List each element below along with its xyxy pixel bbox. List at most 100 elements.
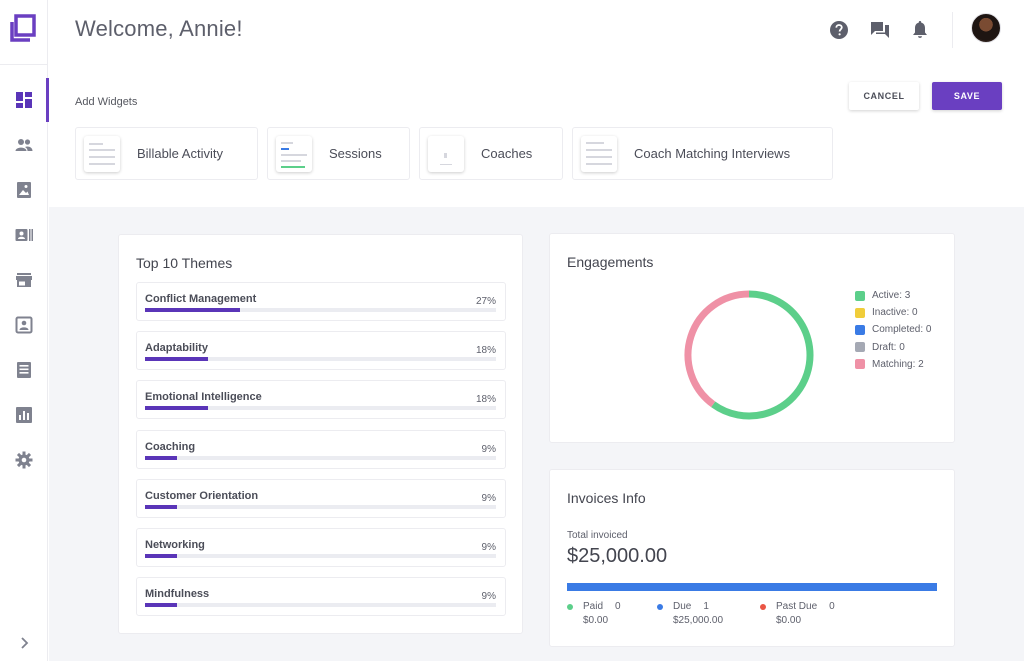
invoices-card: Invoices Info Total invoiced $25,000.00 … [549, 469, 955, 647]
bar-chart-icon [16, 407, 32, 423]
invoice-stat-paid: Paid 0 $0.00 [567, 601, 633, 626]
legend-swatch [855, 324, 865, 335]
stat-label: Due [673, 601, 692, 612]
legend-item: Inactive: 0 [855, 304, 931, 321]
legend-swatch [855, 359, 865, 370]
invoice-progress-fill [567, 583, 937, 591]
dashboard-icon [16, 92, 32, 108]
sidebar-item-store[interactable] [0, 263, 48, 297]
donut-segment [711, 290, 814, 420]
widget-coach-matching-interviews[interactable]: Coach Matching Interviews [572, 127, 833, 180]
theme-percent: 9% [481, 591, 496, 603]
sidebar-item-contacts[interactable] [0, 218, 48, 252]
status-dot [567, 604, 573, 610]
total-invoiced-value: $25,000.00 [567, 545, 668, 567]
legend-item: Matching: 2 [855, 356, 931, 373]
theme-progress-track [145, 406, 496, 411]
theme-progress-track [145, 504, 496, 509]
engagements-legend: Active: 3 Inactive: 0 Completed: 0 Draft: 0… [855, 287, 931, 373]
legend-item: Completed: 0 [855, 321, 931, 338]
theme-name: Conflict Management [145, 293, 257, 305]
donut-segment [684, 290, 750, 408]
user-avatar[interactable] [971, 13, 1001, 43]
widget-label: Coaches [481, 146, 533, 161]
theme-percent: 9% [481, 443, 496, 455]
theme-percent: 9% [481, 492, 496, 504]
widget-sessions[interactable]: Sessions [267, 127, 410, 180]
theme-name: Networking [145, 539, 205, 551]
theme-percent: 27% [475, 296, 496, 307]
stat-count: 0 [615, 601, 621, 612]
help-icon[interactable] [829, 20, 849, 40]
stat-label: Paid [583, 601, 604, 612]
invoice-progress-bar [567, 583, 937, 591]
widget-label: Sessions [329, 146, 382, 161]
theme-row: Adaptability 18% [136, 331, 506, 371]
legend-swatch [855, 342, 865, 353]
theme-percent: 18% [475, 394, 496, 406]
widget-label: Billable Activity [137, 146, 223, 161]
theme-row: Customer Orientation 9% [136, 478, 506, 518]
status-dot [657, 604, 663, 610]
widget-coaches[interactable]: Coaches [419, 127, 563, 180]
theme-percent: 18% [475, 345, 496, 357]
legend-label: Active: 3 [872, 290, 911, 302]
store-icon [16, 273, 32, 287]
widget-label: Coach Matching Interviews [634, 146, 791, 161]
sidebar-item-people[interactable] [0, 128, 48, 162]
account-box-icon [15, 316, 33, 334]
sidebar-expand-button[interactable] [0, 626, 48, 660]
bell-icon[interactable] [910, 20, 930, 40]
stat-amount: $0.00 [776, 615, 802, 626]
chat-icon[interactable] [870, 20, 890, 40]
theme-name: Mindfulness [145, 588, 210, 601]
sidebar-item-account[interactable] [0, 308, 48, 342]
widget-thumbnail [84, 135, 120, 172]
sidebar-item-media[interactable] [0, 173, 48, 207]
total-invoiced-label: Total invoiced [567, 530, 628, 541]
sidebar-divider [0, 64, 48, 65]
theme-row: Mindfulness 9% [136, 577, 506, 617]
theme-progress-track [145, 357, 496, 362]
sidebar-item-reports[interactable] [0, 398, 48, 432]
legend-item: Draft: 0 [855, 339, 931, 356]
chevron-right-icon [21, 637, 29, 649]
add-widgets-label: Add Widgets [75, 96, 138, 108]
card-title: Engagements [567, 254, 654, 270]
legend-label: Matching: 2 [872, 358, 924, 370]
theme-progress-fill [145, 357, 209, 362]
theme-name: Customer Orientation [145, 489, 259, 502]
legend-label: Inactive: 0 [872, 307, 918, 319]
save-button[interactable]: SAVE [932, 82, 1002, 110]
stat-count: 1 [703, 601, 709, 612]
image-icon [17, 182, 31, 198]
legend-swatch [855, 290, 865, 301]
theme-progress-track [145, 603, 496, 608]
theme-progress-fill [145, 554, 177, 558]
dashboard-content: Top 10 Themes Conflict Management 27% Adap… [49, 207, 1024, 661]
stat-amount: $0.00 [583, 615, 609, 626]
card-title: Top 10 Themes [136, 255, 233, 271]
legend-swatch [855, 307, 865, 318]
widget-thumbnail [428, 135, 464, 172]
theme-name: Adaptability [145, 342, 208, 355]
app-logo[interactable] [9, 13, 37, 43]
widget-billable-activity[interactable]: Billable Activity [75, 127, 258, 180]
sidebar-item-list[interactable] [0, 353, 48, 387]
cancel-button[interactable]: CANCEL [849, 82, 919, 110]
list-icon [17, 362, 31, 378]
widget-thumbnail [276, 135, 312, 172]
sidebar-item-settings[interactable] [0, 443, 48, 477]
theme-progress-track [145, 308, 496, 312]
top-header: Welcome, Annie! [49, 0, 1024, 64]
add-widgets-panel: Add Widgets CANCEL SAVE Billable Activit… [49, 64, 1024, 207]
stat-count: 0 [829, 601, 835, 612]
stat-amount: $25,000.00 [673, 615, 724, 626]
people-icon [15, 139, 33, 151]
legend-label: Completed: 0 [872, 324, 932, 336]
sidebar-item-dashboard[interactable] [0, 78, 49, 122]
invoice-stat-due: Due 1 $25,000.00 [657, 601, 724, 626]
theme-progress-track [145, 455, 496, 460]
legend-label: Draft: 0 [872, 341, 905, 353]
theme-row: Coaching 9% [136, 429, 506, 469]
